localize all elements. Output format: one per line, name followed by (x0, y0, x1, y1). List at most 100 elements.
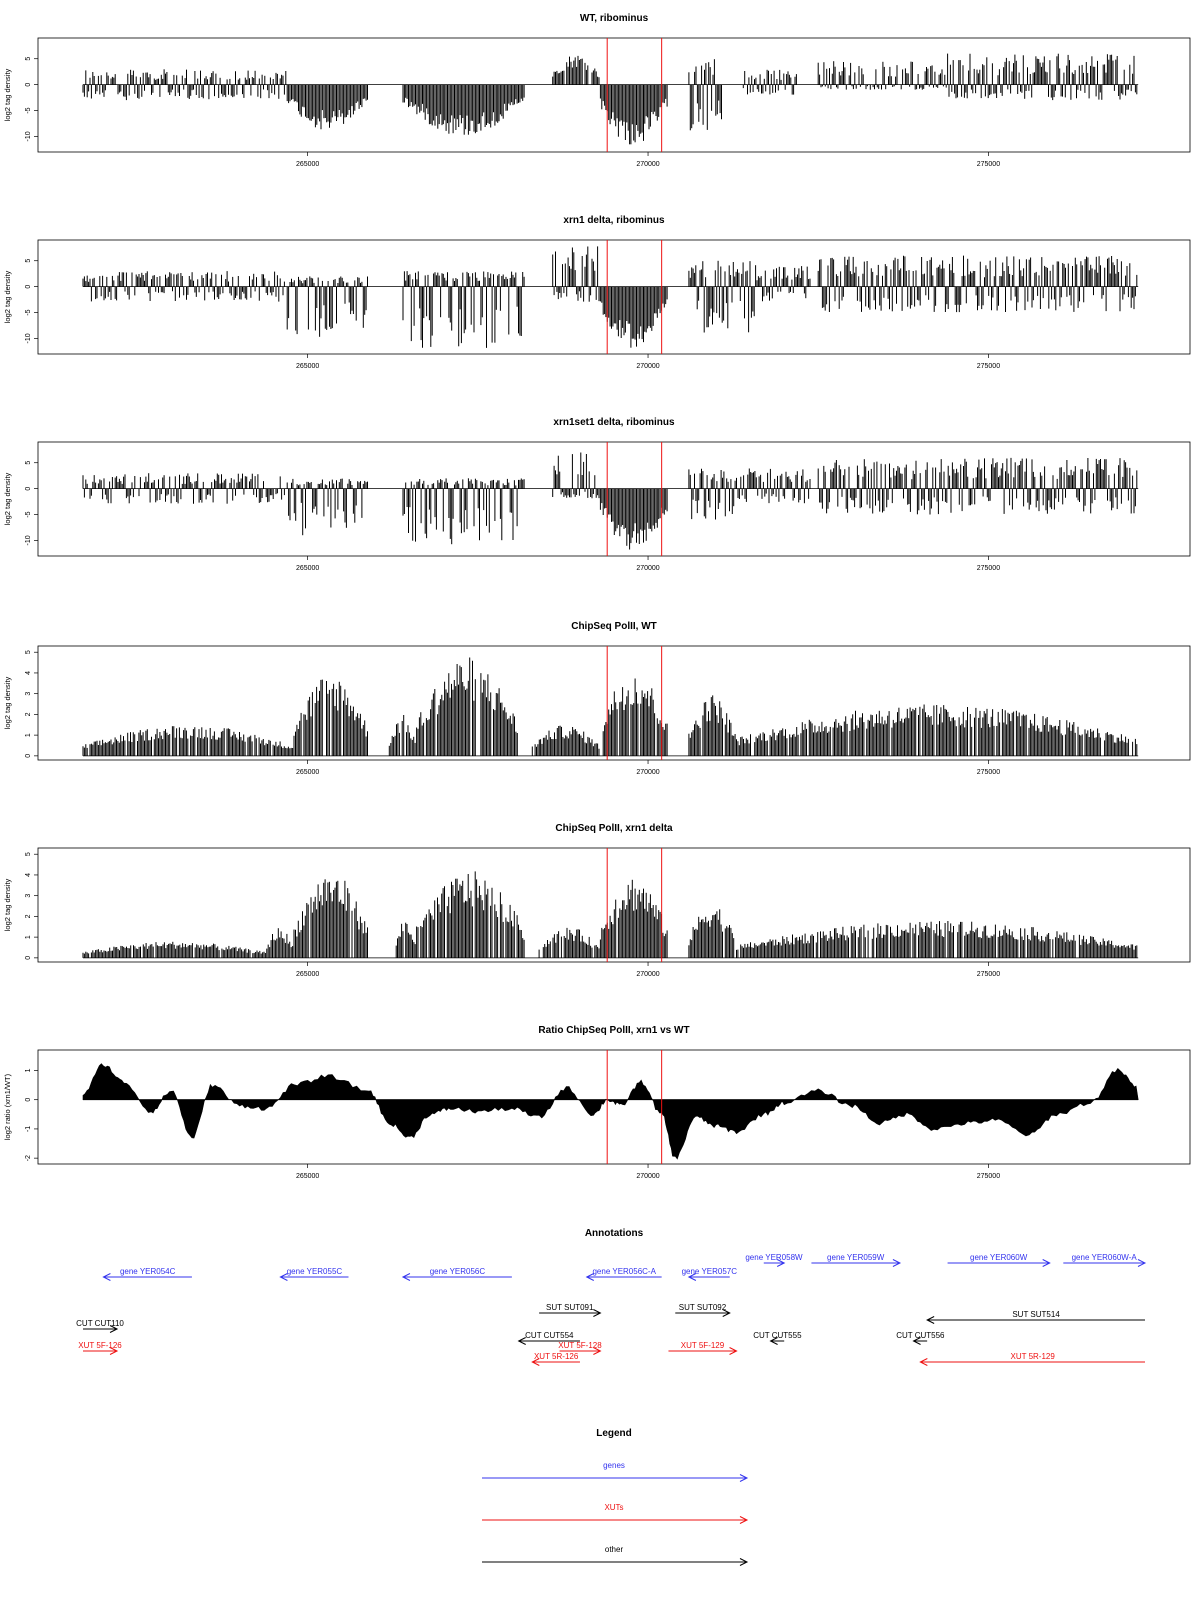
arrow-head (109, 1325, 119, 1333)
chart-panel-3: xrn1set1 delta, ribominus 5 0 -5 -10 log2 tag… (3, 417, 1191, 572)
y-tick-label: 4 (25, 873, 32, 877)
x-tick-label: 270000 (636, 565, 659, 572)
x-tick-label: 270000 (636, 1173, 659, 1180)
x-tick-label: 270000 (636, 971, 659, 978)
y-tick-label: 5 (25, 852, 32, 856)
y-tick-label: 0 (25, 83, 32, 87)
feature-label: gene YER056C-A (592, 1267, 656, 1276)
y-axis-label: log2 tag density (3, 676, 12, 729)
y-tick-label: -10 (25, 333, 32, 343)
chart-panel-6: Ratio ChipSeq PolII, xrn1 vs WT 1 0 -1 -2 log… (3, 1025, 1191, 1180)
arrow-head (769, 1337, 778, 1345)
y-tick-label: 5 (25, 461, 32, 465)
arrow-head (926, 1316, 935, 1324)
y-tick-label: 3 (25, 692, 32, 696)
feature-label: XUT 5F-126 (78, 1341, 122, 1350)
arrow-head (912, 1337, 921, 1345)
chart-panel-2: xrn1 delta, ribominus 5 0 -5 -10 log2 tag den… (3, 215, 1191, 370)
annotation-feature: SUT SUT514 (926, 1310, 1145, 1324)
feature-label: XUT 5R-126 (534, 1352, 579, 1361)
feature-label: CUT CUT554 (525, 1331, 574, 1340)
bar-series (82, 871, 1138, 958)
feature-label: CUT CUT555 (753, 1331, 802, 1340)
legend-item: genes (482, 1461, 749, 1482)
y-tick-label: 0 (25, 1098, 32, 1102)
y-axis-label: log2 ratio (xrn1/WT) (3, 1073, 12, 1140)
x-tick-label: 275000 (977, 1173, 1000, 1180)
y-axis-label: log2 tag density (3, 270, 12, 323)
y-tick-label: 3 (25, 894, 32, 898)
x-tick-label: 270000 (636, 769, 659, 776)
y-tick-label: 0 (25, 285, 32, 289)
feature-label: gene YER058W (745, 1253, 803, 1262)
chart-title: ChipSeq PolII, WT (571, 621, 657, 632)
y-tick-label: 1 (25, 1068, 32, 1072)
y-tick-label: 5 (25, 57, 32, 61)
annotation-feature: XUT 5F-126 (78, 1341, 122, 1355)
feature-label: gene YER056C (430, 1267, 486, 1276)
arrow-head (593, 1347, 602, 1355)
y-tick-label: -1 (25, 1126, 32, 1132)
legend-title: Legend (596, 1428, 632, 1439)
arrow-head (1042, 1259, 1051, 1267)
feature-label: gene YER059W (827, 1253, 885, 1262)
arrow-head (776, 1259, 786, 1267)
y-tick-label: -5 (25, 511, 32, 517)
annotation-feature: gene YER056C-A (585, 1267, 662, 1281)
feature-label: XUT 5F-128 (558, 1341, 602, 1350)
feature-label: CUT CUT556 (896, 1331, 945, 1340)
annotation-feature: SUT SUT091 (539, 1303, 602, 1317)
bar-series (82, 246, 1138, 348)
annotations-title: Annotations (585, 1228, 644, 1239)
chart-panel-4: ChipSeq PolII, WT 0 1 2 3 4 5 log2 tag density 2… (3, 621, 1191, 776)
legend-arrow-head (739, 1516, 749, 1524)
feature-label: gene YER057C (682, 1267, 738, 1276)
x-tick-label: 270000 (636, 363, 659, 370)
arrow-head (102, 1273, 111, 1281)
ratio-area (82, 1063, 1139, 1160)
x-tick-label: 270000 (636, 161, 659, 168)
y-tick-label: 5 (25, 650, 32, 654)
chart-panel-1: WT, ribominus 5 0 -5 -10 log2 tag density 2650… (3, 13, 1191, 168)
arrow-head (593, 1309, 602, 1317)
y-tick-label: 0 (25, 487, 32, 491)
annotations-panel: Annotations gene YER054C gene YER055C gene … (76, 1228, 1147, 1366)
y-tick-label: 1 (25, 935, 32, 939)
chart-panel-5: ChipSeq PolII, xrn1 delta 0 1 2 3 4 5 log2 tag … (3, 823, 1191, 978)
annotation-feature: XUT 5R-126 (531, 1352, 580, 1366)
annotation-feature: gene YER058W (745, 1253, 803, 1267)
annotation-feature: gene YER054C (102, 1267, 192, 1281)
arrow-head (919, 1358, 928, 1366)
x-tick-label: 265000 (296, 363, 319, 370)
legend-label: other (605, 1545, 624, 1554)
feature-label: XUT 5R-129 (1011, 1352, 1056, 1361)
annotation-feature: CUT CUT554 (517, 1331, 580, 1345)
y-axis-label: log2 tag density (3, 878, 12, 931)
arrow-head (729, 1347, 738, 1355)
legend-item: other (482, 1545, 749, 1566)
annotation-feature: CUT CUT110 (76, 1319, 124, 1333)
arrow-head (892, 1259, 902, 1267)
annotation-feature: gene YER060W-A (1063, 1253, 1147, 1267)
annotation-feature: XUT 5R-129 (919, 1352, 1145, 1366)
y-tick-label: 2 (25, 914, 32, 918)
x-tick-label: 275000 (977, 363, 1000, 370)
legend-arrow-head (739, 1474, 749, 1482)
feature-label: gene YER060W (970, 1253, 1028, 1262)
x-tick-label: 265000 (296, 1173, 319, 1180)
annotation-feature: CUT CUT555 (753, 1331, 802, 1345)
annotation-feature: SUT SUT092 (675, 1303, 731, 1317)
bar-series (82, 53, 1138, 145)
legend-label: genes (603, 1461, 625, 1470)
y-tick-label: -5 (25, 107, 32, 113)
y-axis-label: log2 tag density (3, 472, 12, 525)
x-tick-label: 265000 (296, 565, 319, 572)
feature-label: XUT 5F-129 (681, 1341, 725, 1350)
y-tick-label: -5 (25, 309, 32, 315)
chart-title: xrn1 delta, ribominus (563, 215, 665, 226)
plot-frame (37, 239, 1191, 355)
chart-title: WT, ribominus (580, 13, 649, 24)
annotation-feature: XUT 5F-128 (558, 1341, 602, 1355)
arrow-head (401, 1273, 411, 1281)
plot-frame (37, 1049, 1191, 1165)
